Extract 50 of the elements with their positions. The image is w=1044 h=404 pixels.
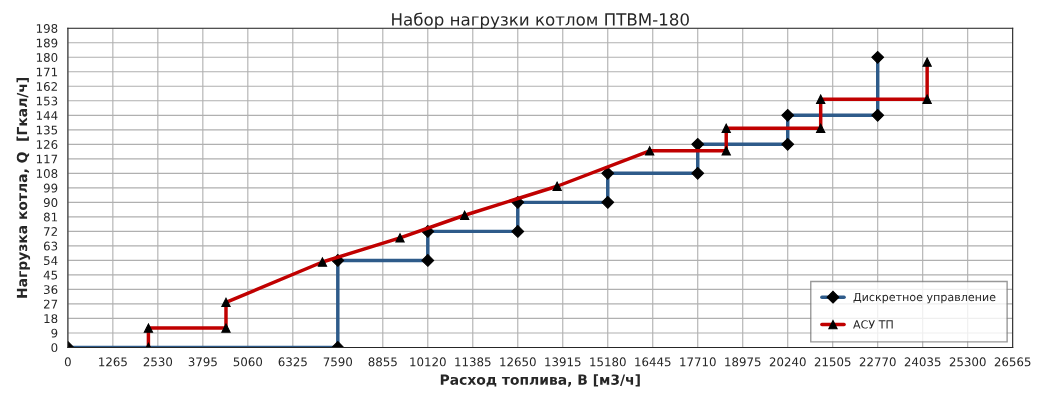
x-tick-label: 16445	[635, 357, 671, 367]
y-tick-label: 63	[43, 241, 58, 251]
x-tick-label: 5060	[233, 357, 263, 367]
x-tick-label: 10120	[410, 357, 446, 367]
y-tick-label: 90	[43, 198, 58, 208]
y-tick-label: 27	[43, 299, 58, 309]
x-tick-label: 12650	[500, 357, 536, 367]
y-tick-label: 135	[36, 125, 58, 135]
y-tick-label: 0	[51, 343, 58, 353]
y-tick-label: 126	[36, 140, 58, 149]
y-tick-label: 180	[36, 53, 58, 62]
x-tick-label: 11385	[455, 357, 491, 367]
x-tick-label: 3795	[188, 357, 217, 367]
x-tick-label: 15180	[590, 357, 626, 367]
y-tick-label: 198	[36, 24, 58, 33]
y-tick-label: 153	[36, 96, 58, 106]
chart-title: Набор нагрузки котлом ПТВМ-180	[392, 12, 689, 29]
x-tick-label: 6325	[278, 357, 307, 367]
y-axis-title: Нагрузка котла, Q [Гкал/ч]	[16, 77, 31, 298]
legend-label: АСУ ТП	[853, 320, 893, 329]
x-tick-label: 24035	[904, 357, 941, 367]
y-tick-label: 18	[44, 314, 58, 324]
x-tick-label: 20240	[769, 357, 806, 367]
x-tick-label: 2530	[143, 357, 173, 367]
y-tick-label: 108	[36, 169, 58, 179]
x-tick-label: 8855	[368, 357, 397, 367]
y-tick-label: 9	[51, 328, 58, 338]
y-tick-label: 99	[43, 183, 58, 193]
legend-label: Дискретное управление	[853, 292, 996, 304]
x-tick-label: 22770	[859, 357, 896, 367]
x-tick-label: 0	[64, 357, 71, 367]
y-tick-label: 72	[44, 227, 57, 236]
y-tick-label: 162	[36, 82, 57, 91]
y-tick-label: 189	[36, 38, 58, 48]
y-tick-label: 117	[36, 154, 58, 164]
x-tick-label: 1265	[99, 357, 127, 367]
x-tick-label: 26565	[994, 357, 1031, 367]
x-axis-title: Расход топлива, B [м3/ч]	[440, 374, 640, 387]
x-tick-label: 18975	[725, 357, 761, 367]
y-tick-label: 45	[43, 270, 58, 280]
x-tick-label: 7590	[323, 357, 353, 367]
y-tick-label: 171	[36, 67, 58, 77]
y-tick-label: 36	[44, 285, 58, 295]
x-tick-label: 21505	[814, 357, 851, 367]
y-tick-label: 81	[43, 212, 58, 222]
x-tick-label: 13915	[545, 357, 581, 367]
x-tick-label: 25300	[949, 357, 986, 367]
x-tick-label: 17710	[680, 357, 716, 367]
y-tick-label: 144	[36, 111, 58, 120]
y-tick-label: 54	[44, 256, 58, 266]
